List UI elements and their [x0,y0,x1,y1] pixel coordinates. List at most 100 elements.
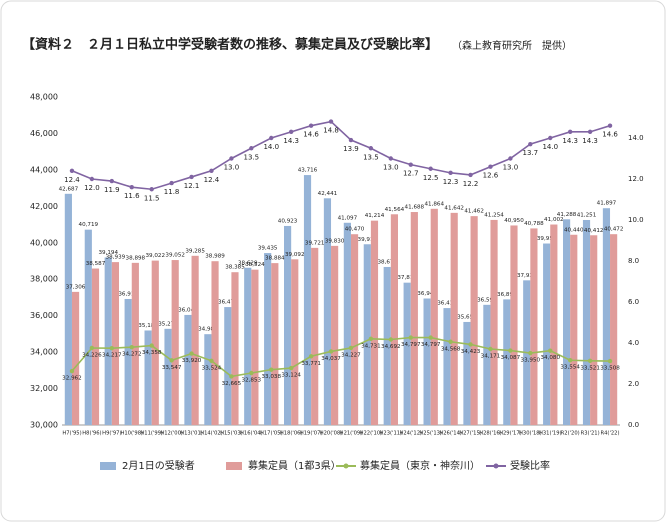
bar [124,298,132,425]
data-label: 38,939 [106,255,126,261]
point [209,358,214,363]
y2-tick-label: 6.0 [628,298,639,306]
bar [443,308,451,425]
data-label: 11.6 [124,192,140,200]
point [587,358,593,364]
bar [204,334,212,425]
point [488,346,493,352]
data-label: 36,893 [497,292,517,298]
data-label: 36,416 [437,301,457,307]
data-label: 37,306 [66,284,86,290]
point [408,162,413,167]
bar [543,243,551,425]
data-label: 11.8 [164,188,180,196]
bar [463,321,471,425]
bar [244,267,252,425]
bar [510,225,518,425]
line [71,336,611,378]
data-label: 34,797 [401,342,421,348]
x-tick-label: H18('06) [280,431,303,437]
data-label: 14.0 [263,143,279,151]
bar [251,269,259,425]
x-tick-label: R4('22) [601,431,620,437]
x-tick-label: H12('00) [160,431,183,437]
x-tick-label: H14('02) [200,431,223,437]
x-tick-label: H15('03) [220,431,243,437]
legend-label: 募集定員（1都3県） [248,459,341,472]
data-label: 36,595 [477,297,497,303]
data-label: 33,524 [202,365,222,371]
x-tick-label: H9('97) [102,431,121,437]
data-label: 12.5 [423,174,439,182]
x-tick-label: H31('19) [539,431,562,437]
legend-label: 募集定員（東京・神奈川） [360,459,480,472]
point [508,348,513,353]
point [388,337,394,342]
legend-swatch [226,462,242,470]
data-label: 38,884 [265,256,285,262]
x-tick-label: H19('07) [300,431,323,437]
data-label: 33,124 [281,373,301,379]
data-label: 42,687 [59,186,79,192]
x-tick-label: H20('08) [320,431,343,437]
bar [264,253,272,425]
bar [403,282,411,425]
bar [323,198,332,425]
point [109,178,115,184]
y-tick-label: 46,000 [30,129,58,138]
point [448,339,453,344]
bar [64,193,72,425]
bar [131,262,139,425]
point [567,358,573,363]
bar [370,220,379,425]
y2-tick-label: 10.0 [628,216,644,224]
bar [231,272,239,425]
x-tick-label: H29('17) [499,431,522,437]
point [89,176,95,182]
point [308,354,314,359]
data-label: 35,278 [158,321,178,327]
data-label: 11.5 [144,194,160,202]
data-label: 40,472 [604,227,624,233]
x-tick-label: H11('99) [140,431,163,437]
data-label: 38,629 [238,260,258,266]
bar [550,224,558,425]
x-tick-label: H8('96) [82,431,101,437]
y2-tick-label: 14.0 [628,134,644,142]
data-label: 35,655 [457,314,477,320]
data-label: 39,194 [98,250,118,256]
y2-tick-label: 12.0 [628,175,644,183]
data-label: 34,731 [361,343,381,349]
point [169,180,174,186]
data-label: 13.7 [523,149,539,157]
x-tick-label: R2('20) [561,431,580,437]
data-label: 40,950 [504,218,524,224]
line [71,120,611,191]
point [567,129,573,135]
data-label: 33,038 [261,374,281,380]
point [229,374,234,379]
data-label: 13.5 [244,153,260,161]
point [269,367,274,372]
y2-tick-label: 8.0 [628,257,639,265]
data-label: 41,462 [464,209,484,215]
data-label: 32,665 [222,381,242,387]
data-label: 12.0 [84,184,100,192]
point [308,123,314,128]
x-tick-label: H17('05) [260,431,283,437]
point [328,349,334,354]
bar [563,219,571,425]
data-label: 33,950 [521,358,541,364]
bar [71,291,80,425]
data-label: 38,898 [126,255,146,261]
x-tick-label: H7('95) [62,431,81,437]
bar [383,266,391,425]
data-label: 38,989 [205,254,225,260]
x-tick-label: H16('04) [240,431,263,437]
bar [530,228,538,425]
data-label: 39,022 [145,253,165,259]
data-label: 34,087 [501,355,521,361]
x-tick-label: H30('18) [519,431,542,437]
data-label: 39,435 [258,246,278,252]
point [368,146,374,151]
